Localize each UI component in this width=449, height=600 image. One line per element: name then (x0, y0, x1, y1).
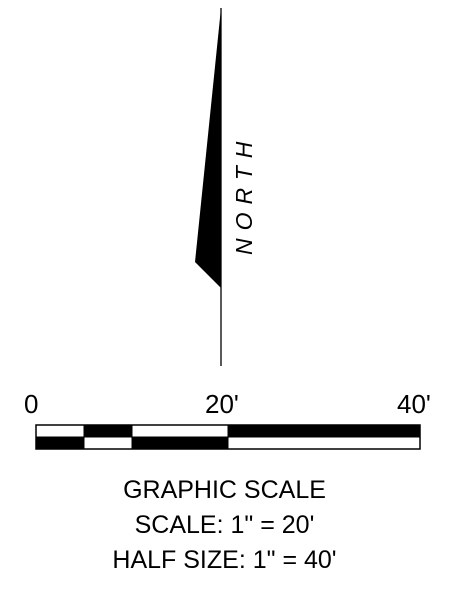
north-label: NORTH (231, 134, 257, 255)
north-arrow-head (195, 8, 221, 288)
scale-segment-bottom-1 (36, 437, 84, 449)
scale-segment-top-1 (35, 424, 85, 438)
half-size-text: HALF SIZE: 1" = 40' (112, 546, 337, 574)
scale-segment-bottom-4 (227, 436, 421, 450)
scale-bar-outline (35, 424, 421, 450)
scale-tick-label-0: 0 (24, 389, 39, 419)
graphic-scale-bar (35, 424, 421, 450)
scale-segment-top-4 (228, 425, 420, 437)
north-arrow-icon: NORTH (195, 8, 257, 366)
scale-tick-label-20: 20' (205, 389, 239, 419)
scale-segment-bottom-3 (132, 437, 228, 449)
scale-segment-top-3 (131, 424, 229, 438)
graphic-scale-title: GRAPHIC SCALE (123, 476, 326, 504)
scale-tick-label-40: 40' (397, 389, 431, 419)
scale-segment-bottom-2 (83, 436, 133, 450)
scale-segment-top-2 (84, 425, 132, 437)
scale-text: SCALE: 1" = 20' (134, 511, 315, 539)
